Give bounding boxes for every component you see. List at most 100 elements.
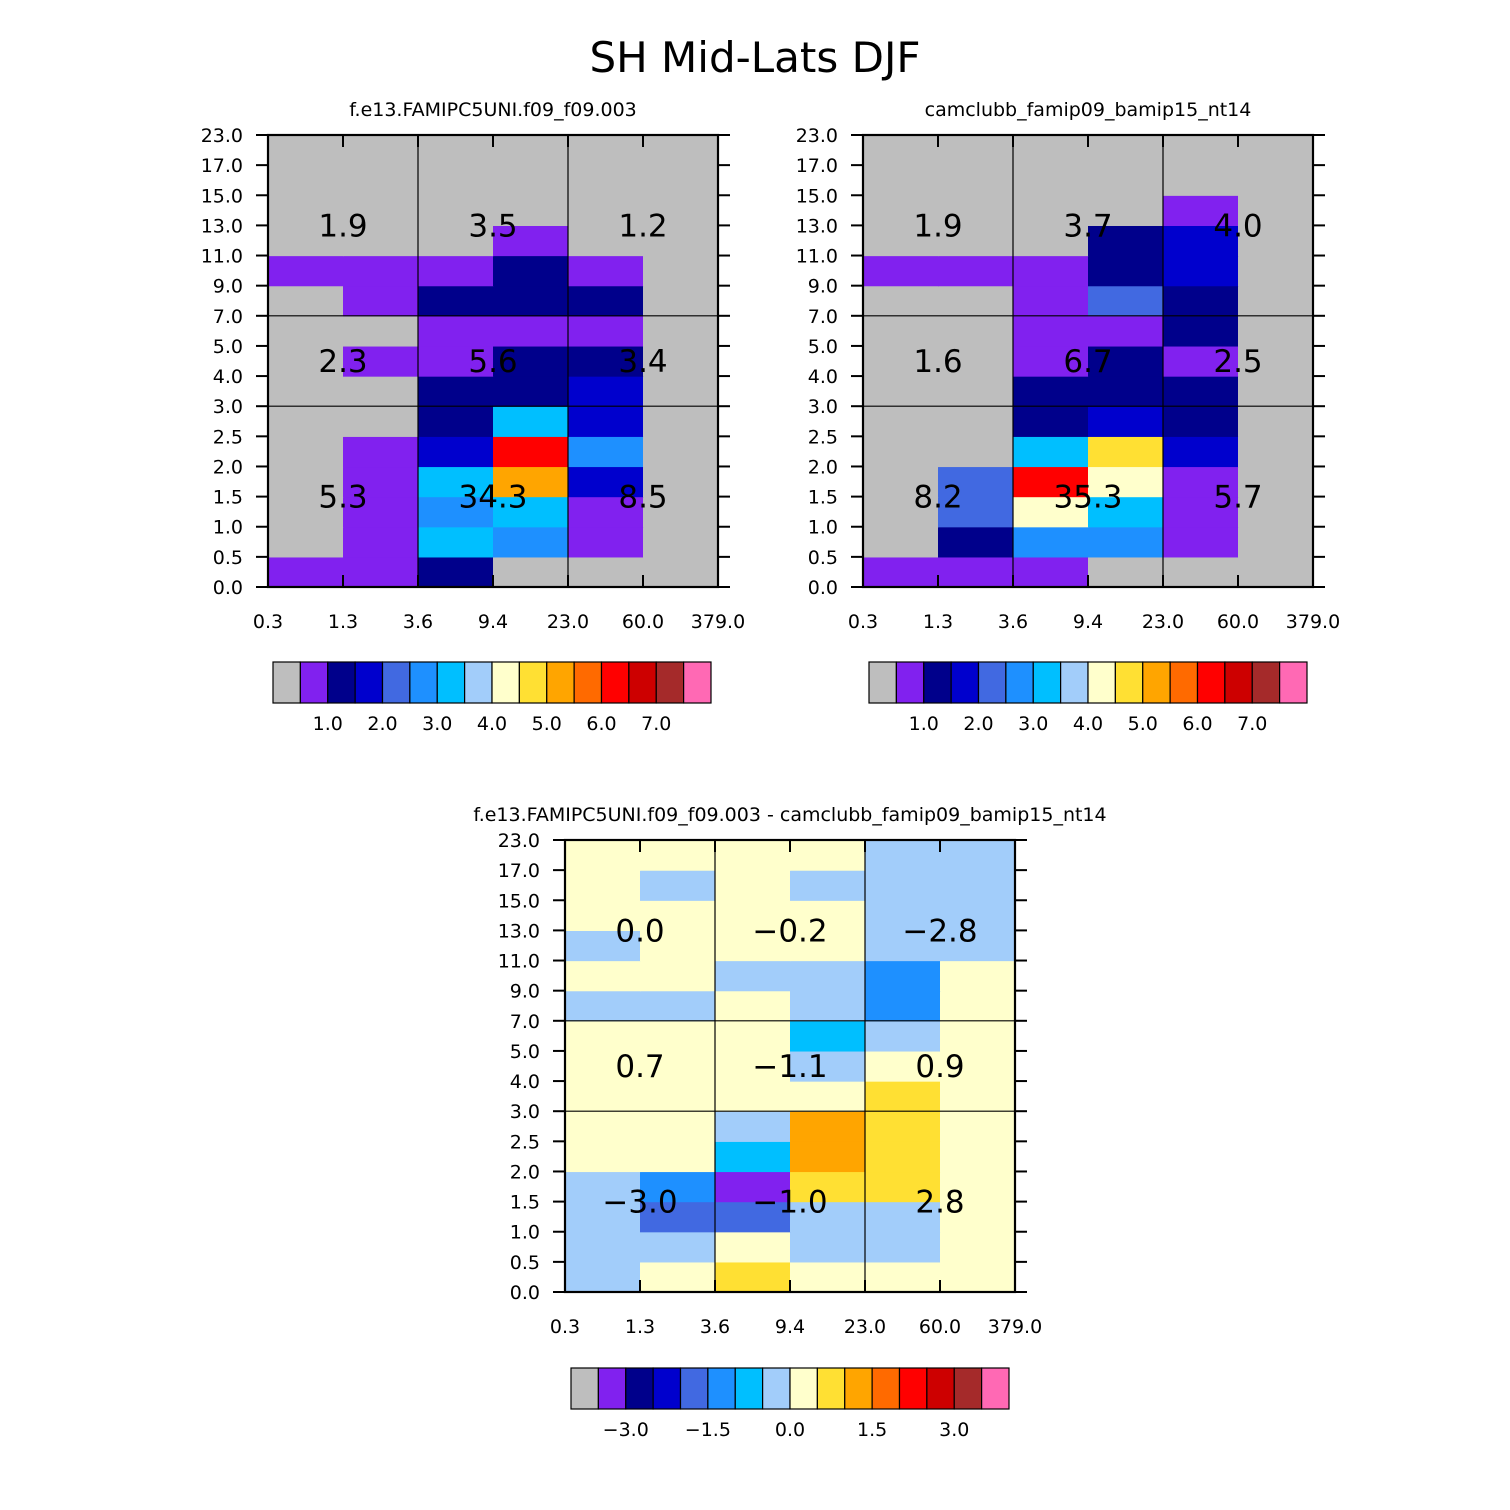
heatmap-cell [940, 960, 1016, 992]
heatmap-cell [863, 436, 939, 468]
box-value-label: 1.2 [618, 208, 667, 244]
heatmap-cell [640, 1231, 716, 1263]
heatmap-cell [343, 165, 419, 196]
box-value-label: −2.8 [902, 913, 977, 949]
heatmap-cell [715, 840, 791, 871]
colorbar-swatch [491, 661, 520, 704]
heatmap-cell [565, 990, 641, 1022]
colorbar-label: 4.0 [1073, 713, 1103, 735]
colorbar-label: 4.0 [477, 713, 507, 735]
heatmap-cell [790, 990, 866, 1022]
x-tick-label: 0.3 [253, 611, 283, 633]
box-value-label: 1.9 [318, 208, 367, 244]
y-tick-label: 13.0 [201, 215, 243, 237]
heatmap-cell [940, 870, 1016, 901]
box-value-label: 2.8 [915, 1185, 964, 1221]
colorbar-swatch [597, 1367, 627, 1410]
colorbar-swatch [762, 1367, 791, 1410]
heatmap-cell [715, 1081, 791, 1112]
heatmap-cell [1013, 195, 1089, 226]
colorbar-label: −3.0 [603, 1419, 649, 1441]
heatmap-cell [568, 376, 644, 407]
heatmap-cell [940, 1201, 1016, 1233]
heatmap-cell [938, 225, 1014, 257]
heatmap-cell [418, 376, 494, 407]
heatmap-cell [640, 1201, 716, 1233]
y-tick-label: 0.5 [510, 1252, 540, 1274]
heatmap-cell [643, 496, 719, 528]
y-tick-label: 11.0 [796, 246, 838, 268]
heatmap-cell [1238, 496, 1314, 528]
heatmap-cell [1163, 225, 1239, 257]
heatmap-cell [790, 930, 866, 962]
heatmap-cell [568, 466, 644, 498]
colorbar-swatch [953, 1367, 983, 1410]
colorbar-swatch [981, 1367, 1010, 1410]
box-value-label: 34.3 [458, 480, 527, 516]
box-value-label: 1.6 [913, 344, 962, 380]
heatmap-cell [343, 526, 419, 558]
colorbar-label: 2.0 [963, 713, 993, 735]
y-tick-label: 13.0 [796, 215, 838, 237]
y-tick-label: 1.0 [510, 1222, 540, 1244]
box-value-label: 0.7 [615, 1049, 664, 1085]
heatmap-cell [863, 526, 939, 558]
heatmap-cell [643, 195, 719, 226]
heatmap-cell [640, 1081, 716, 1112]
y-tick-label: 9.0 [213, 276, 243, 298]
box-value-label: 4.0 [1213, 208, 1262, 244]
box-value-label: 2.5 [1213, 344, 1262, 380]
heatmap-cell [938, 496, 1014, 528]
heatmap-cell [1088, 255, 1164, 287]
heatmap-cell [343, 466, 419, 498]
x-tick-label: 23.0 [1142, 611, 1184, 633]
heatmap-cell [1088, 556, 1164, 588]
colorbar-label: 5.0 [1128, 713, 1158, 735]
heatmap-cell [863, 225, 939, 257]
heatmap-cell [640, 1261, 716, 1293]
heatmap-cell [938, 315, 1014, 347]
heatmap-cell [343, 496, 419, 528]
heatmap-cell [343, 406, 419, 437]
heatmap-cell [938, 165, 1014, 196]
y-tick-label: 7.0 [213, 306, 243, 328]
heatmap-cell [643, 165, 719, 196]
heatmap-cell [568, 255, 644, 287]
heatmap-cell [343, 436, 419, 468]
heatmap-cell [268, 466, 344, 498]
box-value-label: −3.0 [602, 1185, 677, 1221]
panel-difference: f.e13.FAMIPC5UNI.f09_f09.003 - camclubb_… [473, 804, 1106, 1441]
heatmap-cell [1013, 436, 1089, 468]
y-tick-label: 17.0 [796, 155, 838, 177]
heatmap-cell [715, 1261, 791, 1293]
heatmap-cell [790, 840, 866, 871]
colorbar-swatch [272, 661, 301, 704]
box-value-label: 3.7 [1063, 208, 1112, 244]
heatmap-cell [568, 345, 644, 377]
heatmap-cell [938, 466, 1014, 498]
heatmap-cell [1163, 436, 1239, 468]
heatmap-cell [643, 345, 719, 377]
heatmap-cell [1013, 225, 1089, 257]
y-tick-label: 1.5 [213, 487, 243, 509]
x-tick-label: 0.3 [848, 611, 878, 633]
heatmap-cell [938, 345, 1014, 377]
heatmap-cell [493, 315, 569, 347]
heatmap-cell [640, 840, 716, 871]
heatmap-cell [865, 1231, 941, 1263]
box-value-label: −0.2 [752, 913, 827, 949]
heatmap-cell [940, 1141, 1016, 1173]
y-tick-label: 0.0 [808, 577, 838, 599]
heatmap-cell [565, 1020, 641, 1052]
heatmap-cell [568, 285, 644, 317]
colorbar-label: 7.0 [1237, 713, 1267, 735]
heatmap-cell [418, 556, 494, 588]
heatmap-cell [643, 436, 719, 468]
heatmap-cell [418, 496, 494, 528]
y-tick-label: 4.0 [808, 366, 838, 388]
y-tick-label: 0.5 [213, 547, 243, 569]
heatmap-cell [1163, 526, 1239, 558]
heatmap-cell [1013, 135, 1089, 166]
heatmap-cell [640, 1141, 716, 1173]
heatmap-cell [565, 960, 641, 992]
